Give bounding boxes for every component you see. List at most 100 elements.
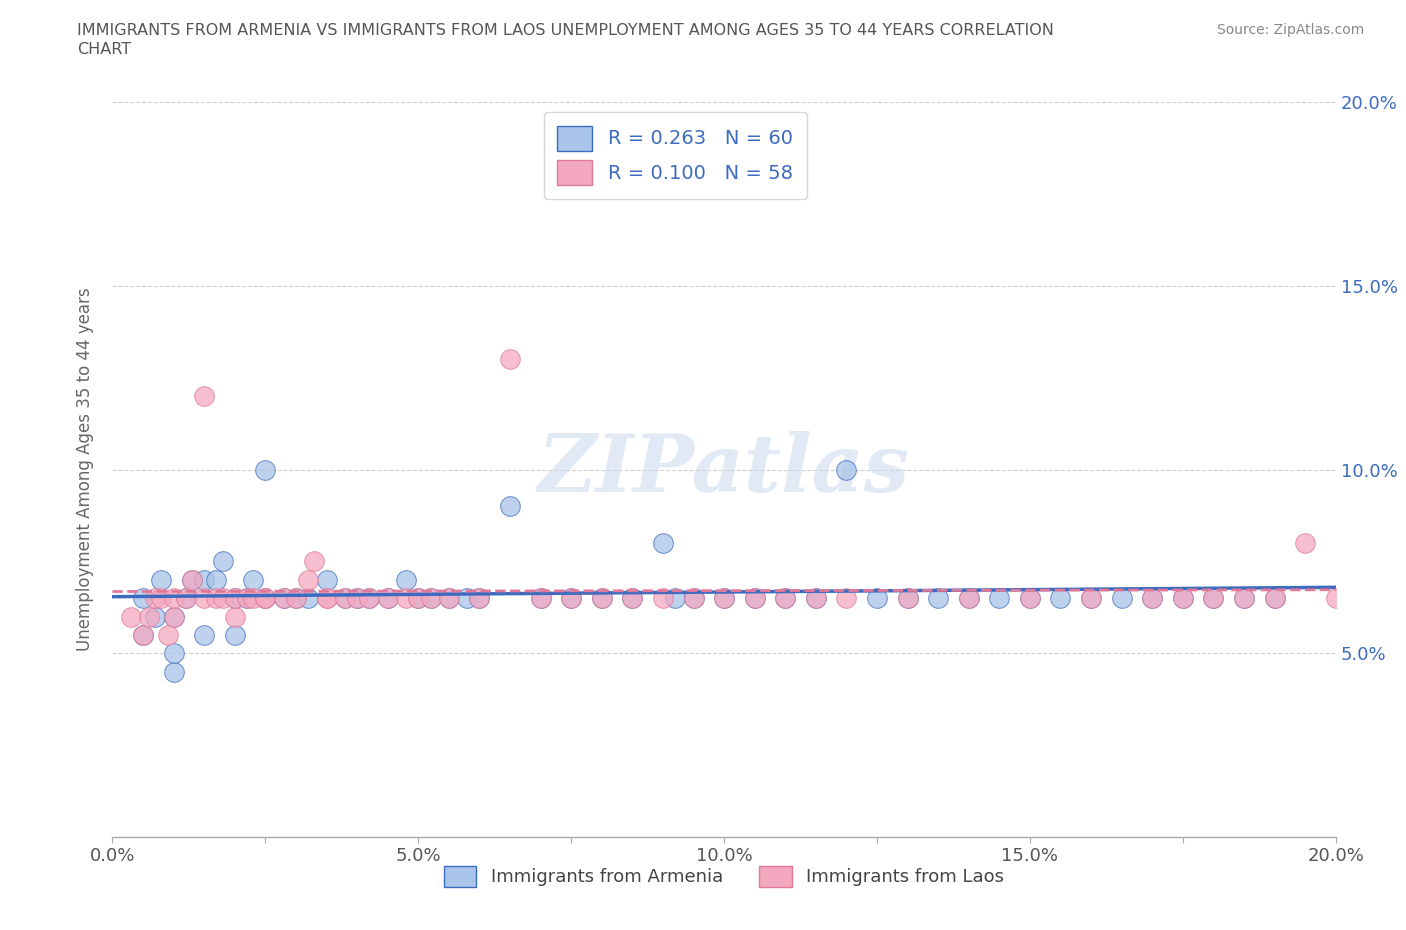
Point [1264, 591, 1286, 605]
Point [1202, 591, 1225, 605]
Point [163, 609, 186, 624]
Point [359, 591, 381, 605]
Point [254, 591, 277, 605]
Point [224, 628, 246, 643]
Point [315, 591, 337, 605]
Point [560, 591, 582, 605]
Point [333, 591, 356, 605]
Point [1233, 591, 1256, 605]
Point [333, 591, 356, 605]
Point [591, 591, 613, 605]
Point [775, 591, 797, 605]
Point [1080, 591, 1102, 605]
Point [927, 591, 949, 605]
Point [224, 591, 246, 605]
Point [224, 609, 246, 624]
Point [682, 591, 704, 605]
Point [150, 591, 173, 605]
Y-axis label: Unemployment Among Ages 35 to 44 years: Unemployment Among Ages 35 to 44 years [76, 288, 94, 651]
Point [408, 591, 430, 605]
Point [163, 664, 186, 679]
Point [1142, 591, 1164, 605]
Point [174, 591, 197, 605]
Point [652, 536, 675, 551]
Point [181, 572, 204, 588]
Point [835, 591, 858, 605]
Point [713, 591, 735, 605]
Point [377, 591, 399, 605]
Point [242, 572, 264, 588]
Point [530, 591, 553, 605]
Point [315, 572, 337, 588]
Point [1111, 591, 1133, 605]
Point [273, 591, 295, 605]
Point [1171, 591, 1194, 605]
Point [621, 591, 644, 605]
Point [1142, 591, 1164, 605]
Point [132, 591, 155, 605]
Point [419, 591, 441, 605]
Point [254, 591, 277, 605]
Point [205, 591, 228, 605]
Point [132, 628, 155, 643]
Point [284, 591, 308, 605]
Point [346, 591, 368, 605]
Point [211, 591, 233, 605]
Point [395, 572, 418, 588]
Point [193, 591, 215, 605]
Point [897, 591, 920, 605]
Point [744, 591, 766, 605]
Point [120, 609, 142, 624]
Point [897, 591, 920, 605]
Point [530, 591, 553, 605]
Text: ZIPatlas: ZIPatlas [538, 431, 910, 509]
Point [304, 554, 326, 569]
Point [150, 572, 173, 588]
Point [713, 591, 735, 605]
Point [224, 591, 246, 605]
Point [957, 591, 980, 605]
Point [408, 591, 430, 605]
Point [143, 591, 166, 605]
Point [132, 628, 155, 643]
Point [1018, 591, 1040, 605]
Point [1202, 591, 1225, 605]
Point [682, 591, 704, 605]
Point [297, 572, 319, 588]
Point [193, 572, 215, 588]
Text: Source: ZipAtlas.com: Source: ZipAtlas.com [1216, 23, 1364, 37]
Point [499, 498, 522, 513]
Point [346, 591, 368, 605]
Point [377, 591, 399, 605]
Point [156, 628, 179, 643]
Point [437, 591, 460, 605]
Point [254, 462, 277, 477]
Point [273, 591, 295, 605]
Point [988, 591, 1011, 605]
Point [1171, 591, 1194, 605]
Point [468, 591, 491, 605]
Point [143, 609, 166, 624]
Point [804, 591, 827, 605]
Text: CHART: CHART [77, 42, 131, 57]
Point [499, 352, 522, 367]
Point [163, 591, 186, 605]
Point [419, 591, 441, 605]
Point [211, 554, 233, 569]
Text: IMMIGRANTS FROM ARMENIA VS IMMIGRANTS FROM LAOS UNEMPLOYMENT AMONG AGES 35 TO 44: IMMIGRANTS FROM ARMENIA VS IMMIGRANTS FR… [77, 23, 1054, 38]
Point [664, 591, 686, 605]
Point [437, 591, 460, 605]
Point [835, 462, 858, 477]
Point [1264, 591, 1286, 605]
Point [804, 591, 827, 605]
Point [1018, 591, 1040, 605]
Point [138, 609, 160, 624]
Point [560, 591, 582, 605]
Point [1080, 591, 1102, 605]
Point [236, 591, 259, 605]
Point [1324, 591, 1347, 605]
Point [163, 609, 186, 624]
Point [621, 591, 644, 605]
Point [284, 591, 308, 605]
Point [193, 389, 215, 404]
